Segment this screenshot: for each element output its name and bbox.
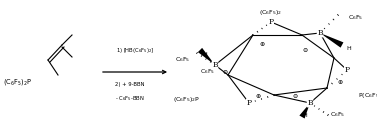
Text: (C$_6$F$_5$)$_2$P: (C$_6$F$_5$)$_2$P [3, 77, 32, 87]
Text: (C$_6$F$_5$)$_2$: (C$_6$F$_5$)$_2$ [259, 8, 283, 17]
Text: B: B [212, 61, 218, 69]
Text: B: B [307, 99, 313, 107]
Text: H: H [346, 46, 351, 50]
Polygon shape [299, 103, 310, 119]
Text: C$_6$F$_5$: C$_6$F$_5$ [200, 68, 215, 77]
Text: C$_6$F$_5$: C$_6$F$_5$ [330, 111, 345, 119]
Text: (C$_6$F$_5$)$_2$P: (C$_6$F$_5$)$_2$P [173, 95, 200, 105]
Text: ⊕: ⊕ [337, 79, 343, 84]
Text: ⊕: ⊕ [259, 43, 265, 47]
Text: B: B [317, 29, 323, 37]
Text: ⊖: ⊖ [222, 69, 228, 75]
Text: P(C$_6$F$_5$)$_2$: P(C$_6$F$_5$)$_2$ [358, 91, 377, 99]
Polygon shape [320, 33, 343, 48]
Text: P: P [247, 99, 251, 107]
Text: - C$_6$F$_5$-BBN: - C$_6$F$_5$-BBN [115, 94, 145, 103]
Polygon shape [198, 48, 215, 65]
Text: C$_6$F$_5$: C$_6$F$_5$ [175, 56, 190, 64]
Text: ⊖: ⊖ [293, 94, 297, 99]
Text: ⊖: ⊖ [302, 47, 308, 52]
Text: ⊕: ⊕ [255, 94, 261, 99]
Text: 1) [HB(C$_6$F$_5$)$_2$]: 1) [HB(C$_6$F$_5$)$_2$] [116, 46, 154, 55]
Text: P: P [268, 18, 274, 26]
Text: P: P [345, 66, 349, 74]
Text: 2) + 9-BBN: 2) + 9-BBN [115, 82, 145, 87]
Text: H: H [303, 113, 307, 118]
Text: C$_6$F$_5$: C$_6$F$_5$ [348, 14, 363, 22]
Text: H: H [202, 52, 207, 58]
